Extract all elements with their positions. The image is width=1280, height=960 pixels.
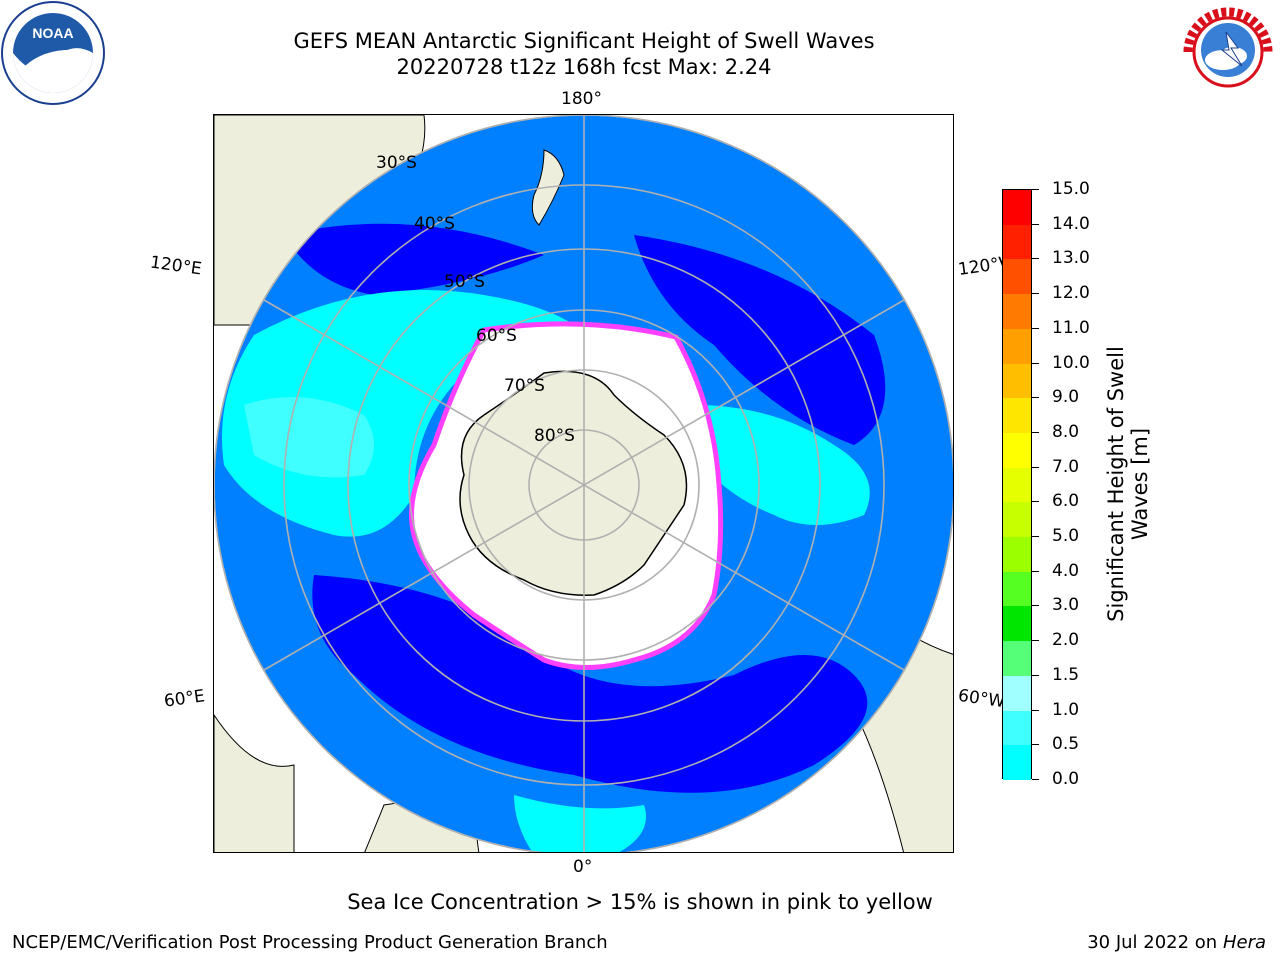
colorbar-segment xyxy=(1003,745,1031,781)
colorbar-tick xyxy=(1032,640,1039,642)
colorbar-tick-label: 1.0 xyxy=(1052,699,1080,720)
ice-note: Sea Ice Concentration > 15% is shown in … xyxy=(347,890,933,914)
colorbar-tick xyxy=(1032,779,1039,780)
lat-label-60s: 60°S xyxy=(476,326,517,346)
colorbar-tick xyxy=(1032,223,1039,225)
colorbar-segment xyxy=(1003,190,1031,226)
colorbar-segment xyxy=(1003,467,1031,503)
colorbar-tick xyxy=(1032,744,1039,746)
colorbar-tick-label: 11.0 xyxy=(1052,317,1090,338)
colorbar-segment xyxy=(1003,710,1031,746)
colorbar-segment xyxy=(1003,641,1031,677)
colorbar-tick xyxy=(1032,431,1039,433)
colorbar-tick xyxy=(1032,536,1039,538)
chart-title-line1: GEFS MEAN Antarctic Significant Height o… xyxy=(293,29,875,53)
lat-label-50s: 50°S xyxy=(444,272,485,292)
lon-label-bottom: 0° xyxy=(573,857,593,877)
colorbar-title-line1: Significant Height of Swell xyxy=(1104,346,1128,622)
colorbar-segment xyxy=(1003,537,1031,573)
run-date: 30 Jul 2022 on Hera xyxy=(1087,932,1266,953)
colorbar-tick-label: 13.0 xyxy=(1052,248,1090,269)
lon-label-lower-right: 60°W xyxy=(956,685,1007,713)
lon-label-upper-left: 120°E xyxy=(148,252,203,280)
colorbar-segment xyxy=(1003,328,1031,365)
colorbar-tick-label: 10.0 xyxy=(1052,352,1090,373)
colorbar-segment xyxy=(1003,363,1031,399)
colorbar-tick xyxy=(1032,293,1039,295)
colorbar-tick-label: 2.0 xyxy=(1052,630,1080,651)
colorbar-tick-label: 3.0 xyxy=(1052,595,1080,616)
colorbar-tick xyxy=(1032,189,1039,190)
colorbar xyxy=(1002,189,1032,781)
noaa-logo-text: NOAA xyxy=(32,25,73,41)
colorbar-title-line2: Waves [m] xyxy=(1128,427,1152,541)
colorbar-tick-label: 4.0 xyxy=(1052,560,1080,581)
colorbar-tick xyxy=(1032,258,1039,260)
colorbar-segment xyxy=(1003,432,1031,469)
run-host: Hera xyxy=(1222,932,1266,953)
nws-logo xyxy=(1179,3,1277,101)
colorbar-tick-label: 5.0 xyxy=(1052,526,1080,547)
chart-title-line2: 20220728 t12z 168h fcst Max: 2.24 xyxy=(396,55,772,79)
colorbar-tick-label: 15.0 xyxy=(1052,179,1090,199)
colorbar-title: Significant Height of Swell Waves [m] xyxy=(1104,324,1152,644)
lon-label-top: 180° xyxy=(561,89,602,109)
polar-map: 30°S 40°S 50°S 60°S 70°S 80°S xyxy=(213,114,954,853)
credit-text: NCEP/EMC/Verification Post Processing Pr… xyxy=(12,932,608,953)
colorbar-tick xyxy=(1032,466,1039,468)
lat-label-30s: 30°S xyxy=(376,153,417,173)
colorbar-tick-label: 8.0 xyxy=(1052,421,1080,442)
colorbar-segment xyxy=(1003,398,1031,434)
colorbar-tick xyxy=(1032,501,1039,503)
lon-label-lower-left: 60°E xyxy=(162,686,207,712)
colorbar-tick-label: 0.0 xyxy=(1052,769,1080,789)
colorbar-segment xyxy=(1003,675,1031,712)
graticule xyxy=(214,115,953,852)
colorbar-segment xyxy=(1003,571,1031,607)
colorbar-segment xyxy=(1003,294,1031,330)
lat-label-80s: 80°S xyxy=(534,426,575,446)
colorbar-tick xyxy=(1032,570,1039,572)
colorbar-tick-label: 7.0 xyxy=(1052,456,1080,477)
lat-label-70s: 70°S xyxy=(504,376,545,396)
colorbar-segment xyxy=(1003,502,1031,538)
colorbar-tick-label: 6.0 xyxy=(1052,491,1080,512)
colorbar-tick-label: 1.5 xyxy=(1052,664,1080,685)
colorbar-tick xyxy=(1032,327,1039,329)
land-africa-left xyxy=(214,714,295,852)
colorbar-segment xyxy=(1003,606,1031,642)
lat-label-40s: 40°S xyxy=(414,214,455,234)
colorbar-tick xyxy=(1032,362,1039,364)
map-svg: 30°S 40°S 50°S 60°S 70°S 80°S xyxy=(214,115,953,852)
land-antarctica xyxy=(459,370,688,596)
colorbar-tick xyxy=(1032,709,1039,711)
noaa-logo: NOAA xyxy=(1,1,105,105)
colorbar-segment xyxy=(1003,224,1031,260)
colorbar-tick-label: 12.0 xyxy=(1052,283,1090,304)
colorbar-tick xyxy=(1032,674,1039,676)
colorbar-tick-label: 9.0 xyxy=(1052,387,1080,408)
run-date-text: 30 Jul 2022 on xyxy=(1087,932,1218,953)
colorbar-segment xyxy=(1003,259,1031,295)
colorbar-tick xyxy=(1032,605,1039,607)
colorbar-tick xyxy=(1032,397,1039,399)
colorbar-tick-label: 14.0 xyxy=(1052,213,1090,234)
colorbar-tick-label: 0.5 xyxy=(1052,734,1080,755)
